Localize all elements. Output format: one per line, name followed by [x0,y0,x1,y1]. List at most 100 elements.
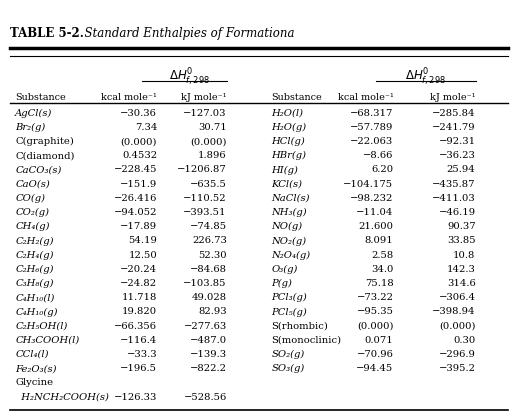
Text: NO₂(g): NO₂(g) [271,237,307,246]
Text: 34.0: 34.0 [371,265,393,274]
Text: −98.232: −98.232 [350,194,393,203]
Text: 90.37: 90.37 [447,222,476,231]
Text: NaCl(s): NaCl(s) [271,194,310,203]
Text: 314.6: 314.6 [447,279,476,288]
Text: −393.51: −393.51 [183,208,227,217]
Text: HI(g): HI(g) [271,166,299,175]
Text: −84.68: −84.68 [190,265,227,274]
Text: −296.9: −296.9 [439,350,476,359]
Text: CaO(s): CaO(s) [15,180,50,189]
Text: −822.2: −822.2 [190,364,227,373]
Text: C₃H₈(g): C₃H₈(g) [15,279,54,288]
Text: C₄H₁₀(l): C₄H₁₀(l) [15,293,54,302]
Text: −139.3: −139.3 [190,350,227,359]
Text: Fe₂O₃(s): Fe₂O₃(s) [15,364,57,373]
Text: −104.175: −104.175 [343,180,393,189]
Text: 1.896: 1.896 [198,151,227,160]
Text: CH₄(g): CH₄(g) [15,222,50,232]
Text: CCl₄(l): CCl₄(l) [15,350,49,359]
Text: (0.000): (0.000) [121,137,157,146]
Text: −110.52: −110.52 [183,194,227,203]
Text: −11.04: −11.04 [356,208,393,217]
Text: AgCl(s): AgCl(s) [15,109,53,118]
Text: H₂O(g): H₂O(g) [271,123,307,132]
Text: 19.820: 19.820 [122,308,157,316]
Text: −528.56: −528.56 [184,393,227,402]
Text: 6.20: 6.20 [371,166,393,174]
Text: SO₂(g): SO₂(g) [271,350,305,359]
Text: (0.000): (0.000) [357,322,393,331]
Text: −74.85: −74.85 [190,222,227,231]
Text: −285.84: −285.84 [432,109,476,117]
Text: −92.31: −92.31 [439,137,476,146]
Text: −36.23: −36.23 [439,151,476,160]
Text: −66.356: −66.356 [114,322,157,331]
Text: −151.9: −151.9 [120,180,157,189]
Text: 2.58: 2.58 [371,251,393,260]
Text: S(monoclinic): S(monoclinic) [271,336,342,345]
Text: 7.34: 7.34 [135,123,157,132]
Text: −70.96: −70.96 [357,350,393,359]
Text: 142.3: 142.3 [447,265,476,274]
Text: −8.66: −8.66 [363,151,393,160]
Text: kcal mole⁻¹: kcal mole⁻¹ [338,93,393,102]
Text: 226.73: 226.73 [192,237,227,245]
Text: Standard Enthalpies of Formationa: Standard Enthalpies of Formationa [77,27,295,40]
Text: 25.94: 25.94 [447,166,476,174]
Text: CH₃COOH(l): CH₃COOH(l) [15,336,80,345]
Text: Br₂(g): Br₂(g) [15,123,46,132]
Text: 0.071: 0.071 [365,336,393,345]
Text: PCl₅(g): PCl₅(g) [271,308,307,317]
Text: Substance: Substance [15,93,66,102]
Text: 12.50: 12.50 [128,251,157,260]
Text: C₂H₅OH(l): C₂H₅OH(l) [15,322,68,331]
Text: −103.85: −103.85 [183,279,227,288]
Text: −30.36: −30.36 [120,109,157,117]
Text: −46.19: −46.19 [439,208,476,217]
Text: −24.82: −24.82 [120,279,157,288]
Text: 21.600: 21.600 [359,222,393,231]
Text: 82.93: 82.93 [198,308,227,316]
Text: −26.416: −26.416 [114,194,157,203]
Text: NH₃(g): NH₃(g) [271,208,307,217]
Text: CO₂(g): CO₂(g) [15,208,49,217]
Text: kJ mole⁻¹: kJ mole⁻¹ [181,93,227,102]
Text: SO₃(g): SO₃(g) [271,364,305,374]
Text: C(graphite): C(graphite) [15,137,74,146]
Text: Glycine: Glycine [15,378,53,388]
Text: C₂H₄(g): C₂H₄(g) [15,251,54,260]
Text: 49.028: 49.028 [191,293,227,302]
Text: H₂O(l): H₂O(l) [271,109,304,117]
Text: −68.317: −68.317 [350,109,393,117]
Text: −116.4: −116.4 [120,336,157,345]
Text: (0.000): (0.000) [439,322,476,331]
Text: $\Delta H^0_{f,298}$: $\Delta H^0_{f,298}$ [169,67,210,88]
Text: S(rhombic): S(rhombic) [271,322,328,331]
Text: −17.89: −17.89 [120,222,157,231]
Text: C₂H₆(g): C₂H₆(g) [15,265,54,274]
Text: TABLE 5-2.: TABLE 5-2. [10,27,84,40]
Text: C₄H₁₀(g): C₄H₁₀(g) [15,308,58,317]
Text: 30.71: 30.71 [198,123,227,132]
Text: −228.45: −228.45 [113,166,157,174]
Text: (0.000): (0.000) [190,137,227,146]
Text: −411.03: −411.03 [432,194,476,203]
Text: −127.03: −127.03 [183,109,227,117]
Text: N₂O₄(g): N₂O₄(g) [271,251,311,260]
Text: P(g): P(g) [271,279,292,288]
Text: 11.718: 11.718 [122,293,157,302]
Text: −435.87: −435.87 [432,180,476,189]
Text: −20.24: −20.24 [120,265,157,274]
Text: 33.85: 33.85 [447,237,476,245]
Text: −487.0: −487.0 [190,336,227,345]
Text: −57.789: −57.789 [350,123,393,132]
Text: 0.4532: 0.4532 [122,151,157,160]
Text: CaCO₃(s): CaCO₃(s) [15,166,62,174]
Text: −241.79: −241.79 [432,123,476,132]
Text: −1206.87: −1206.87 [177,166,227,174]
Text: kJ mole⁻¹: kJ mole⁻¹ [430,93,476,102]
Text: H₂NCH₂COOH(s): H₂NCH₂COOH(s) [15,393,109,402]
Text: Substance: Substance [271,93,322,102]
Text: −398.94: −398.94 [432,308,476,316]
Text: −95.35: −95.35 [357,308,393,316]
